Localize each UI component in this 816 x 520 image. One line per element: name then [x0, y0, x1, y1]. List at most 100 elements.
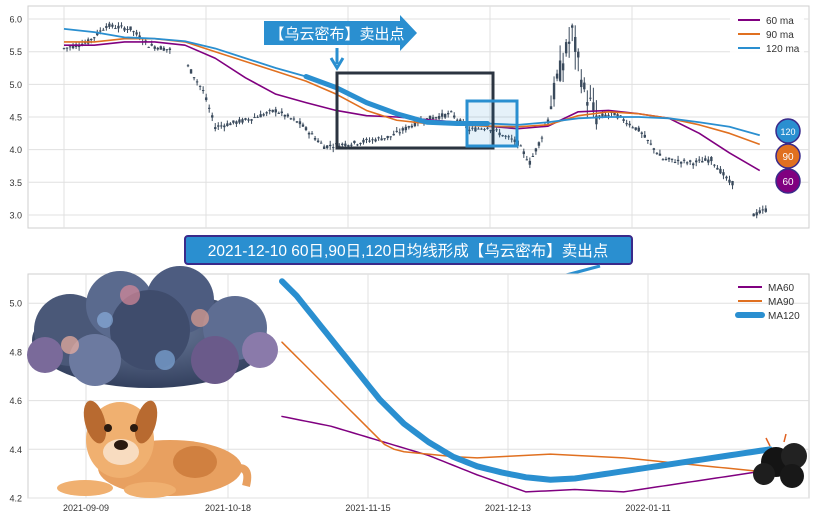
- candle-body: [552, 82, 556, 100]
- candle-body: [764, 208, 767, 212]
- candle-body: [132, 31, 135, 33]
- candle-body: [223, 125, 226, 128]
- candle-body: [226, 123, 229, 126]
- candle-body: [486, 127, 489, 129]
- candle-body: [555, 73, 559, 79]
- legend-label-ma120: MA120: [768, 311, 800, 322]
- candle-body: [147, 46, 150, 48]
- candle-body: [195, 81, 199, 83]
- mid-banner: 2021-12-10 60日,90日,120日均线形成【乌云密布】卖出点: [184, 235, 633, 284]
- candle-body: [241, 119, 244, 123]
- candle-body: [583, 82, 586, 90]
- candle-body: [214, 127, 217, 130]
- candle-body: [628, 123, 631, 126]
- candle-body: [598, 115, 601, 117]
- badge-90: 90: [775, 143, 801, 169]
- dark-highlight-box: [335, 71, 495, 150]
- candle-body: [634, 127, 637, 130]
- candle-body: [108, 23, 111, 27]
- candle-body: [359, 142, 362, 145]
- candle-body: [431, 117, 435, 120]
- candle-body: [474, 127, 477, 132]
- top-y-tick-label: 5.5: [9, 47, 22, 57]
- candle-body: [513, 139, 516, 143]
- candle-body: [283, 114, 287, 117]
- down-arrow-icon: [329, 48, 345, 71]
- candle-body: [586, 102, 589, 106]
- candle-body: [374, 139, 377, 142]
- banner-text: 2021-12-10 60日,90日,120日均线形成【乌云密布】卖出点: [208, 242, 609, 260]
- candle-body: [410, 125, 414, 128]
- candle-body: [404, 126, 408, 131]
- bottom-x-tick-label: 2021-09-09: [63, 503, 109, 513]
- candle-body: [253, 117, 256, 119]
- candle-body: [719, 168, 722, 174]
- candle-body: [220, 125, 223, 127]
- candle-body: [688, 160, 692, 162]
- candle-body: [646, 139, 650, 141]
- badge-60-text: 60: [782, 177, 794, 188]
- top-callout-text: 【乌云密布】卖出点: [269, 26, 404, 43]
- candle-body: [453, 115, 456, 118]
- candle-body: [664, 158, 668, 160]
- candle-body: [613, 111, 616, 116]
- candle-body: [679, 161, 683, 164]
- candle-body: [607, 114, 610, 116]
- candle-body: [440, 113, 444, 117]
- candle-body: [83, 42, 87, 44]
- candle-body: [111, 24, 114, 27]
- candle-body: [250, 119, 253, 121]
- bottom-y-tick-label: 4.4: [9, 445, 22, 455]
- candle-body: [725, 176, 728, 179]
- dark-cloud-illustration: [27, 266, 278, 388]
- candle-body: [667, 157, 671, 160]
- candle-body: [483, 129, 486, 131]
- top-chart-panel: 3.0 3.5 4.0 4.5 5.0 5.5 6.0 【乌云密布】卖出点 60 ma 90…: [9, 5, 810, 229]
- candle-body: [316, 140, 320, 143]
- candle-body: [365, 138, 368, 141]
- candle-body: [217, 125, 220, 127]
- candle-body: [507, 136, 510, 138]
- candle-body: [716, 167, 719, 170]
- candle-body: [117, 25, 120, 29]
- candle-body: [601, 113, 604, 117]
- candle-body: [704, 158, 707, 161]
- candle-body: [761, 209, 764, 211]
- candle-body: [153, 46, 156, 49]
- candle-body: [71, 45, 75, 49]
- bottom-ma-lines: [279, 278, 773, 493]
- candle-body: [495, 129, 498, 131]
- candle-body: [120, 25, 123, 27]
- candle-body: [277, 112, 280, 114]
- candle-body: [211, 115, 214, 118]
- callout-arrow-shape: [264, 15, 417, 51]
- candle-body: [65, 47, 69, 49]
- candle-body: [577, 51, 580, 58]
- candle-body: [728, 179, 731, 183]
- bottom-x-tick-label: 2022-01-11: [625, 503, 670, 513]
- candle-body: [658, 153, 662, 156]
- candle-body: [347, 145, 350, 147]
- candle-body: [386, 135, 389, 139]
- candle-body: [204, 97, 208, 101]
- bottom-y-tick-label: 4.2: [9, 494, 22, 504]
- candle-body: [707, 159, 710, 163]
- candle-body: [682, 159, 686, 161]
- candle-body: [62, 48, 66, 50]
- dog-illustration: [57, 400, 252, 498]
- candle-body: [661, 159, 665, 161]
- candle-body: [353, 140, 356, 143]
- candle-body: [156, 47, 159, 50]
- candle-body: [99, 30, 102, 32]
- candle-body: [286, 114, 290, 117]
- top-y-tick-label: 4.0: [9, 145, 22, 155]
- candle-body: [673, 162, 677, 164]
- bottom-y-tick-label: 5.0: [9, 299, 22, 309]
- candle-body: [329, 144, 332, 147]
- candle-body: [271, 109, 274, 112]
- candle-body: [201, 90, 205, 92]
- candle-body: [77, 46, 81, 48]
- candle-body: [150, 44, 153, 46]
- candle-body: [256, 116, 259, 118]
- candle-body: [144, 40, 147, 42]
